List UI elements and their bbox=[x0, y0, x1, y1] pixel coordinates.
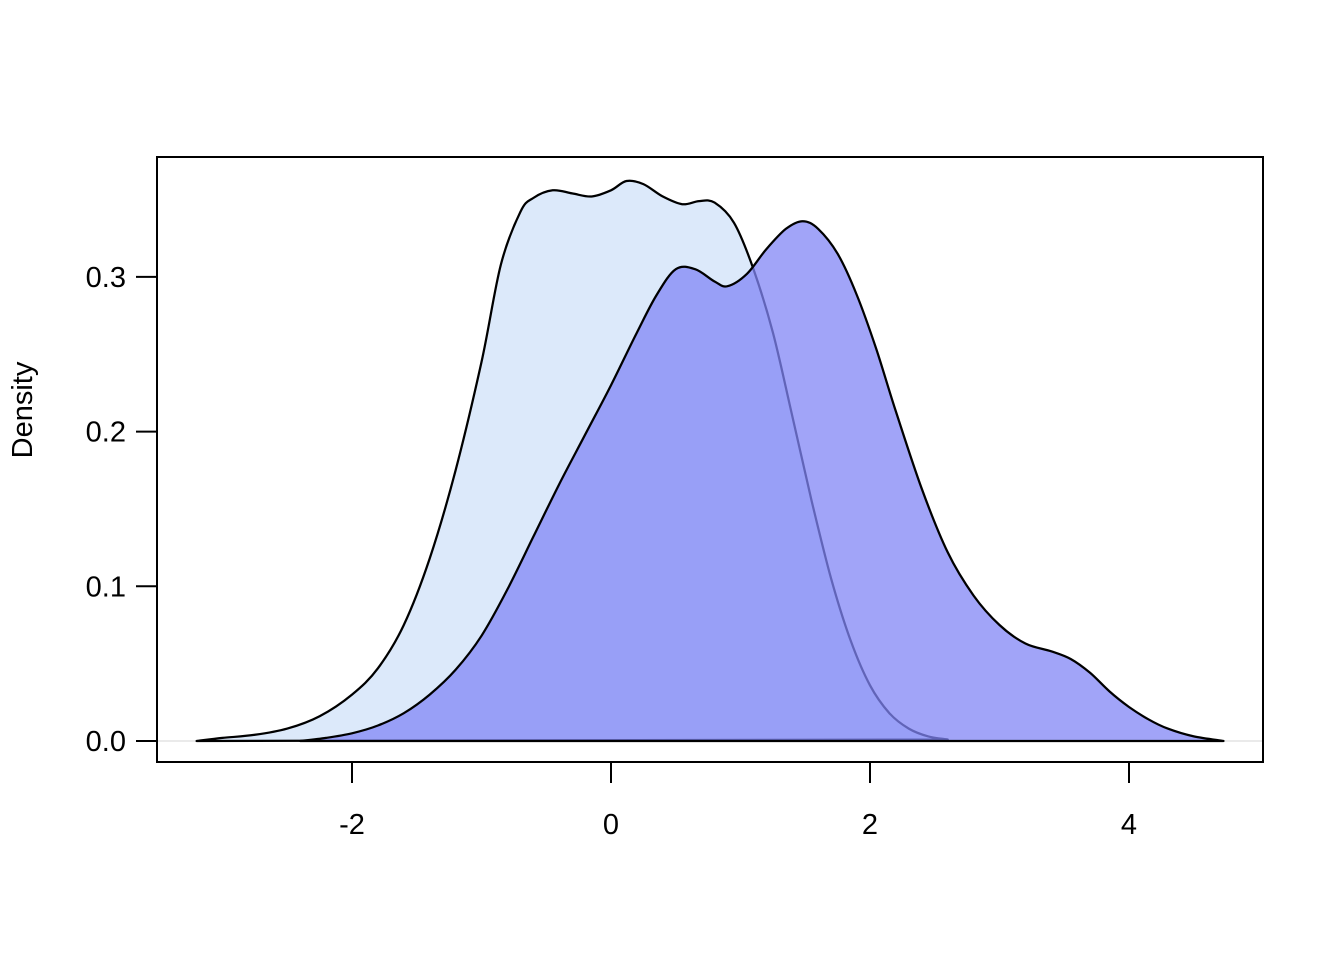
axis-ticks-layer bbox=[136, 275, 1130, 783]
density-curve-purple bbox=[299, 220, 1225, 743]
x-tick-label: 2 bbox=[862, 809, 878, 841]
y-tick-label: 0.3 bbox=[86, 262, 126, 294]
x-tick-label: -2 bbox=[339, 809, 365, 841]
y-tick-label: 0.0 bbox=[86, 726, 126, 758]
x-tick-label: 0 bbox=[603, 809, 619, 841]
y-axis-title: Density bbox=[7, 361, 39, 458]
y-tick-label: 0.2 bbox=[86, 417, 126, 449]
x-tick-label: 4 bbox=[1121, 809, 1137, 841]
y-tick-label: 0.1 bbox=[86, 571, 126, 603]
density-curves-layer bbox=[195, 179, 1225, 743]
axis-labels-layer: -2 0 2 4 0.0 0.1 0.2 0.3 bbox=[86, 262, 1137, 841]
plot-box-border bbox=[156, 156, 1264, 763]
